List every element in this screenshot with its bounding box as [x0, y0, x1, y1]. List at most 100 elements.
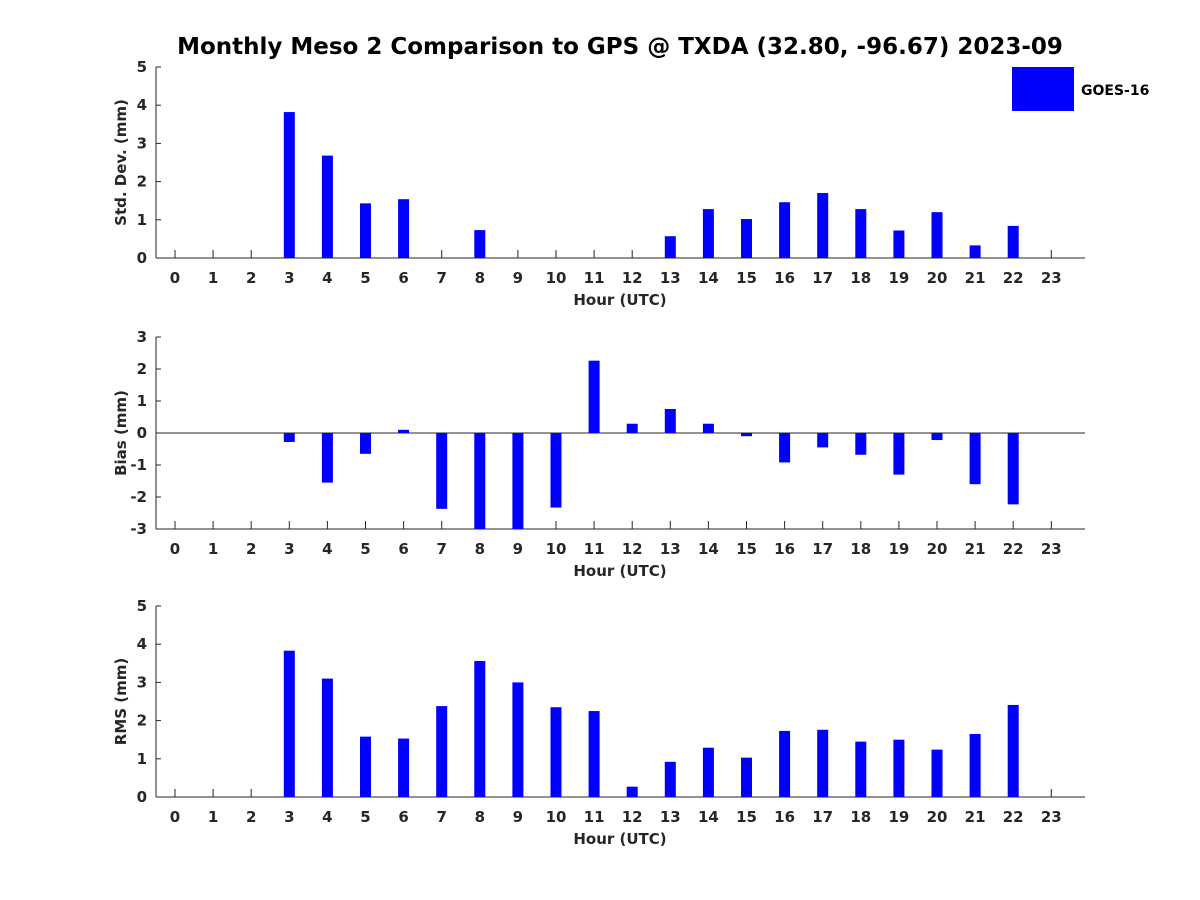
rms-x-tick-label: 4 — [322, 808, 332, 826]
std-dev-x-tick-label: 8 — [475, 269, 485, 287]
bias-x-tick-label: 10 — [546, 540, 567, 558]
bias-y-tick-label: 2 — [137, 360, 147, 378]
std-dev-x-tick-label: 19 — [888, 269, 909, 287]
bias-y-tick-label: -1 — [130, 456, 147, 474]
std-dev-bar-hour-21 — [969, 245, 981, 258]
std-dev-bar-hour-15 — [741, 219, 752, 258]
bias-y-tick-label: 0 — [137, 424, 147, 442]
bias-y-axis-label: Bias (mm) — [112, 390, 130, 476]
std-dev-x-tick-label: 9 — [513, 269, 523, 287]
bias-x-tick-label: 4 — [322, 540, 332, 558]
std-dev-x-tick-label: 22 — [1003, 269, 1024, 287]
rms-x-tick-label: 3 — [284, 808, 294, 826]
bias-x-tick-label: 16 — [774, 540, 795, 558]
std-dev-y-tick-label: 3 — [137, 134, 147, 152]
bias-x-tick-label: 17 — [812, 540, 833, 558]
std-dev-bar-hour-16 — [779, 202, 791, 258]
legend-label: GOES-16 — [1081, 83, 1149, 99]
std-dev-y-tick-label: 5 — [137, 58, 147, 76]
bias-bar-hour-7 — [436, 433, 448, 509]
rms-x-axis-label: Hour (UTC) — [573, 830, 666, 848]
std-dev-x-tick-label: 20 — [927, 269, 948, 287]
bias-x-tick-label: 15 — [736, 540, 757, 558]
rms-x-tick-label: 18 — [850, 808, 871, 826]
bias-x-tick-label: 1 — [208, 540, 218, 558]
bias-x-tick-label: 7 — [436, 540, 446, 558]
std-dev-bar-hour-19 — [893, 230, 905, 258]
rms-bar-hour-9 — [512, 682, 524, 797]
rms-bar-hour-21 — [969, 733, 981, 797]
rms-y-tick-label: 2 — [137, 712, 147, 730]
rms-bar-hour-18 — [855, 741, 867, 797]
bias-x-tick-label: 23 — [1041, 540, 1062, 558]
bias-bar-hour-12 — [626, 423, 638, 433]
bias-x-tick-label: 21 — [965, 540, 986, 558]
std-dev-x-tick-label: 11 — [584, 269, 605, 287]
rms-x-tick-label: 1 — [208, 808, 218, 826]
rms-x-tick-label: 22 — [1003, 808, 1024, 826]
rms-bar-hour-5 — [360, 736, 371, 797]
rms-y-tick-label: 3 — [137, 673, 147, 691]
bias-x-tick-label: 12 — [622, 540, 643, 558]
bias-bar-hour-5 — [360, 433, 371, 454]
rms-x-tick-label: 2 — [246, 808, 256, 826]
std-dev-bar-hour-14 — [702, 209, 714, 258]
std-dev-bar-hour-17 — [817, 193, 829, 258]
std-dev-x-tick-label: 2 — [246, 269, 256, 287]
bias-bar-hour-16 — [779, 433, 791, 463]
rms-y-tick-label: 0 — [137, 788, 147, 806]
bias-x-tick-label: 14 — [698, 540, 719, 558]
rms-x-tick-label: 6 — [398, 808, 408, 826]
rms-bar-hour-10 — [550, 707, 562, 797]
bias-bar-hour-18 — [855, 433, 867, 455]
std-dev-x-tick-label: 1 — [208, 269, 218, 287]
legend: GOES-16 — [1012, 67, 1149, 111]
bias-y-tick-label: -2 — [130, 488, 147, 506]
rms-bar-hour-14 — [702, 747, 714, 797]
std-dev-bar-hour-3 — [283, 112, 295, 259]
rms-bar-hour-7 — [436, 706, 448, 797]
rms-x-tick-label: 11 — [584, 808, 605, 826]
std-dev-y-tick-label: 1 — [137, 211, 147, 229]
bias-x-tick-label: 13 — [660, 540, 681, 558]
bias-y-tick-label: 3 — [137, 328, 147, 346]
bias-x-tick-label: 11 — [584, 540, 605, 558]
std-dev-bar-hour-18 — [855, 209, 867, 258]
rms-x-tick-label: 19 — [888, 808, 909, 826]
bias-x-tick-label: 22 — [1003, 540, 1024, 558]
bias-bar-hour-19 — [893, 433, 905, 475]
std-dev-y-tick-label: 0 — [137, 249, 147, 267]
std-dev-x-tick-label: 14 — [698, 269, 719, 287]
std-dev-x-tick-label: 12 — [622, 269, 643, 287]
std-dev-bar-hour-6 — [398, 199, 410, 258]
rms-y-tick-label: 1 — [137, 750, 147, 768]
bias-bar-hour-8 — [474, 433, 486, 529]
bias-bar-hour-13 — [664, 409, 676, 433]
std-dev-x-tick-label: 18 — [850, 269, 871, 287]
std-dev-x-tick-label: 10 — [546, 269, 567, 287]
rms-bar-hour-4 — [321, 678, 333, 797]
bias-bar-hour-11 — [588, 360, 600, 433]
std-dev-x-tick-label: 21 — [965, 269, 986, 287]
rms-x-tick-label: 23 — [1041, 808, 1062, 826]
bias-bar-hour-17 — [817, 433, 829, 448]
std-dev-x-tick-label: 17 — [812, 269, 833, 287]
rms-x-tick-label: 21 — [965, 808, 986, 826]
bias-x-tick-label: 8 — [475, 540, 485, 558]
rms-bar-hour-19 — [893, 739, 905, 797]
rms-bar-hour-20 — [931, 749, 943, 797]
std-dev-bar-hour-13 — [664, 236, 676, 258]
rms-x-tick-label: 14 — [698, 808, 719, 826]
rms-y-axis-label: RMS (mm) — [112, 658, 130, 745]
rms-x-tick-label: 0 — [170, 808, 180, 826]
rms-bar-hour-12 — [626, 786, 638, 797]
std-dev-x-tick-label: 23 — [1041, 269, 1062, 287]
std-dev-x-tick-label: 16 — [774, 269, 795, 287]
std-dev-x-tick-label: 7 — [436, 269, 446, 287]
std-dev-x-tick-label: 13 — [660, 269, 681, 287]
bias-x-tick-label: 0 — [170, 540, 180, 558]
rms-bar-hour-16 — [779, 730, 791, 797]
bias-bar-hour-6 — [398, 429, 410, 433]
bias-bar-hour-3 — [283, 433, 295, 442]
